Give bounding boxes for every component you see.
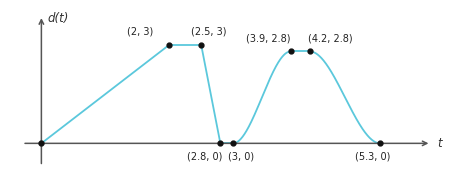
Text: (3, 0): (3, 0) <box>228 151 254 161</box>
Text: (2, 3): (2, 3) <box>127 27 154 37</box>
Text: (2.8, 0): (2.8, 0) <box>187 151 222 161</box>
Text: (5.3, 0): (5.3, 0) <box>355 151 390 161</box>
Text: (4.2, 2.8): (4.2, 2.8) <box>308 33 353 43</box>
Text: (3.9, 2.8): (3.9, 2.8) <box>246 33 291 43</box>
Text: t: t <box>438 137 442 150</box>
Text: d(t): d(t) <box>48 12 69 25</box>
Text: (2.5, 3): (2.5, 3) <box>191 27 227 37</box>
